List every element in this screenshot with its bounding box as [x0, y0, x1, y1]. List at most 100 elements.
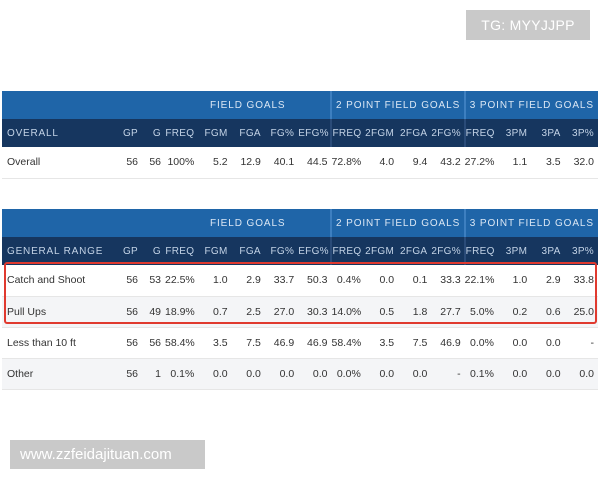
table-cell: 46.9: [264, 327, 299, 359]
general-range-stats-table: FIELD GOALS 2 POINT FIELD GOALS 3 POINT …: [2, 209, 598, 390]
table-cell: 27.7: [431, 296, 465, 328]
column-header-3p-freq[interactable]: FREQ: [463, 119, 498, 147]
table-cell: 33.7: [264, 265, 299, 297]
row-label: Pull Ups: [2, 296, 112, 328]
table-cell: 0.0: [398, 358, 432, 390]
overall-label-header: OVERALL: [2, 119, 112, 147]
table-row[interactable]: Other 56 1 0.1% 0.0 0.0 0.0 0.0 0.0% 0.0 0.0-0.1% 0…: [2, 358, 598, 390]
table-cell: 0.0: [298, 358, 332, 390]
group-header-three-point: 3 POINT FIELD GOALS: [463, 209, 598, 237]
table-cell: 53: [142, 265, 165, 297]
column-header-fg-freq[interactable]: FREQ: [165, 237, 199, 265]
column-header-fg-pct[interactable]: FG%: [264, 119, 299, 147]
table-cell: 56: [142, 147, 165, 179]
table-cell: 72.8%: [331, 147, 365, 179]
column-header-3p-pct[interactable]: 3P%: [564, 119, 598, 147]
overall-column-header-row: OVERALL GP G FREQ FGM FGA FG% EFG% FREQ …: [2, 119, 598, 147]
group-header-blank: [2, 91, 165, 119]
column-header-fga[interactable]: FGA: [231, 237, 265, 265]
column-header-3pa[interactable]: 3PA: [531, 237, 565, 265]
column-header-efg-pct[interactable]: EFG%: [298, 237, 332, 265]
table-cell: 4.0: [364, 147, 399, 179]
column-header-fgm[interactable]: FGM: [198, 119, 232, 147]
column-header-3pm[interactable]: 3PM: [497, 237, 532, 265]
column-header-3p-freq[interactable]: FREQ: [463, 237, 498, 265]
table-cell: 12.9: [231, 147, 265, 179]
table-cell: 22.5%: [165, 265, 199, 297]
table-cell: 27.0: [264, 296, 299, 328]
column-header-efg-pct[interactable]: EFG%: [298, 119, 332, 147]
table-cell: 0.5: [364, 296, 399, 328]
table-cell: 56: [112, 296, 142, 328]
column-header-2p-freq[interactable]: FREQ: [330, 237, 365, 265]
group-header-field-goals: FIELD GOALS: [165, 209, 332, 237]
table-cell: 1.0: [497, 265, 532, 297]
table-cell: 0.1%: [165, 358, 199, 390]
group-header-field-goals: FIELD GOALS: [165, 91, 332, 119]
range-group-header-row: FIELD GOALS 2 POINT FIELD GOALS 3 POINT …: [2, 209, 598, 237]
table-row[interactable]: Less than 10 ft 56 56 58.4% 3.5 7.5 46.9 46.9 58…: [2, 327, 598, 359]
table-cell: 1.0: [198, 265, 232, 297]
column-header-fg-pct[interactable]: FG%: [264, 237, 299, 265]
column-header-gp[interactable]: GP: [112, 119, 142, 147]
table-cell: 0.7: [198, 296, 232, 328]
table-cell: 0.0: [564, 358, 598, 390]
column-header-3pa[interactable]: 3PA: [531, 119, 565, 147]
table-cell: 0.1%: [464, 358, 498, 390]
column-header-g[interactable]: G: [142, 237, 165, 265]
overall-stats-table: FIELD GOALS 2 POINT FIELD GOALS 3 POINT …: [2, 91, 598, 179]
column-header-fg-freq[interactable]: FREQ: [165, 119, 199, 147]
table-row[interactable]: Pull Ups 56 49 18.9% 0.7 2.5 27.0 30.3 14.0% 0.5 1…: [2, 296, 598, 328]
column-header-2fga[interactable]: 2FGA: [398, 119, 432, 147]
table-cell: 100%: [165, 147, 199, 179]
table-cell: -: [431, 358, 465, 390]
table-cell: 0.0: [364, 358, 399, 390]
table-cell: 1.8: [398, 296, 432, 328]
table-cell: 46.9: [298, 327, 332, 359]
column-header-gp[interactable]: GP: [112, 237, 142, 265]
column-header-2fgm[interactable]: 2FGM: [364, 119, 399, 147]
table-cell: 22.1%: [464, 265, 498, 297]
column-header-2fgm[interactable]: 2FGM: [364, 237, 399, 265]
row-label: Overall: [2, 147, 112, 179]
group-header-blank: [2, 209, 165, 237]
column-header-2fg-pct[interactable]: 2FG%: [431, 237, 465, 265]
table-cell: 0.1: [398, 265, 432, 297]
table-cell: 0.0: [497, 358, 532, 390]
column-header-g[interactable]: G: [142, 119, 165, 147]
table-cell: 2.9: [531, 265, 565, 297]
group-header-two-point: 2 POINT FIELD GOALS: [330, 91, 465, 119]
table-cell: 0.6: [531, 296, 565, 328]
table-cell: 27.2%: [464, 147, 498, 179]
column-header-3p-pct[interactable]: 3P%: [564, 237, 598, 265]
table-cell: 0.0: [364, 265, 399, 297]
table-cell: 0.0: [531, 358, 565, 390]
table-cell: 49: [142, 296, 165, 328]
table-cell: 3.5: [531, 147, 565, 179]
table-cell: 32.0: [564, 147, 598, 179]
table-cell: 0.0: [264, 358, 299, 390]
group-header-two-point: 2 POINT FIELD GOALS: [330, 209, 465, 237]
column-header-fga[interactable]: FGA: [231, 119, 265, 147]
column-header-2p-freq[interactable]: FREQ: [330, 119, 365, 147]
table-cell: 1: [142, 358, 165, 390]
range-table-body: Catch and Shoot 56 53 22.5% 1.0 2.9 33.7 50.3 0.…: [2, 265, 598, 390]
table-cell: 56: [112, 265, 142, 297]
table-cell: 44.5: [298, 147, 332, 179]
table-row[interactable]: Overall 56 56 100% 5.2 12.9 40.1 44.5 72.8% 4.0 9.…: [2, 147, 598, 179]
watermark-bottom: www.zzfeidajituan.com: [10, 440, 205, 469]
table-cell: 0.0: [531, 327, 565, 359]
table-cell: 50.3: [298, 265, 332, 297]
table-cell: 0.0%: [464, 327, 498, 359]
column-header-3pm[interactable]: 3PM: [497, 119, 532, 147]
table-cell: 30.3: [298, 296, 332, 328]
table-cell: 7.5: [398, 327, 432, 359]
table-row[interactable]: Catch and Shoot 56 53 22.5% 1.0 2.9 33.7 50.3 0.…: [2, 265, 598, 297]
table-cell: 14.0%: [331, 296, 365, 328]
column-header-fgm[interactable]: FGM: [198, 237, 232, 265]
column-header-2fg-pct[interactable]: 2FG%: [431, 119, 465, 147]
table-cell: 0.0: [231, 358, 265, 390]
column-header-2fga[interactable]: 2FGA: [398, 237, 432, 265]
table-cell: 5.0%: [464, 296, 498, 328]
table-cell: -: [564, 327, 598, 359]
